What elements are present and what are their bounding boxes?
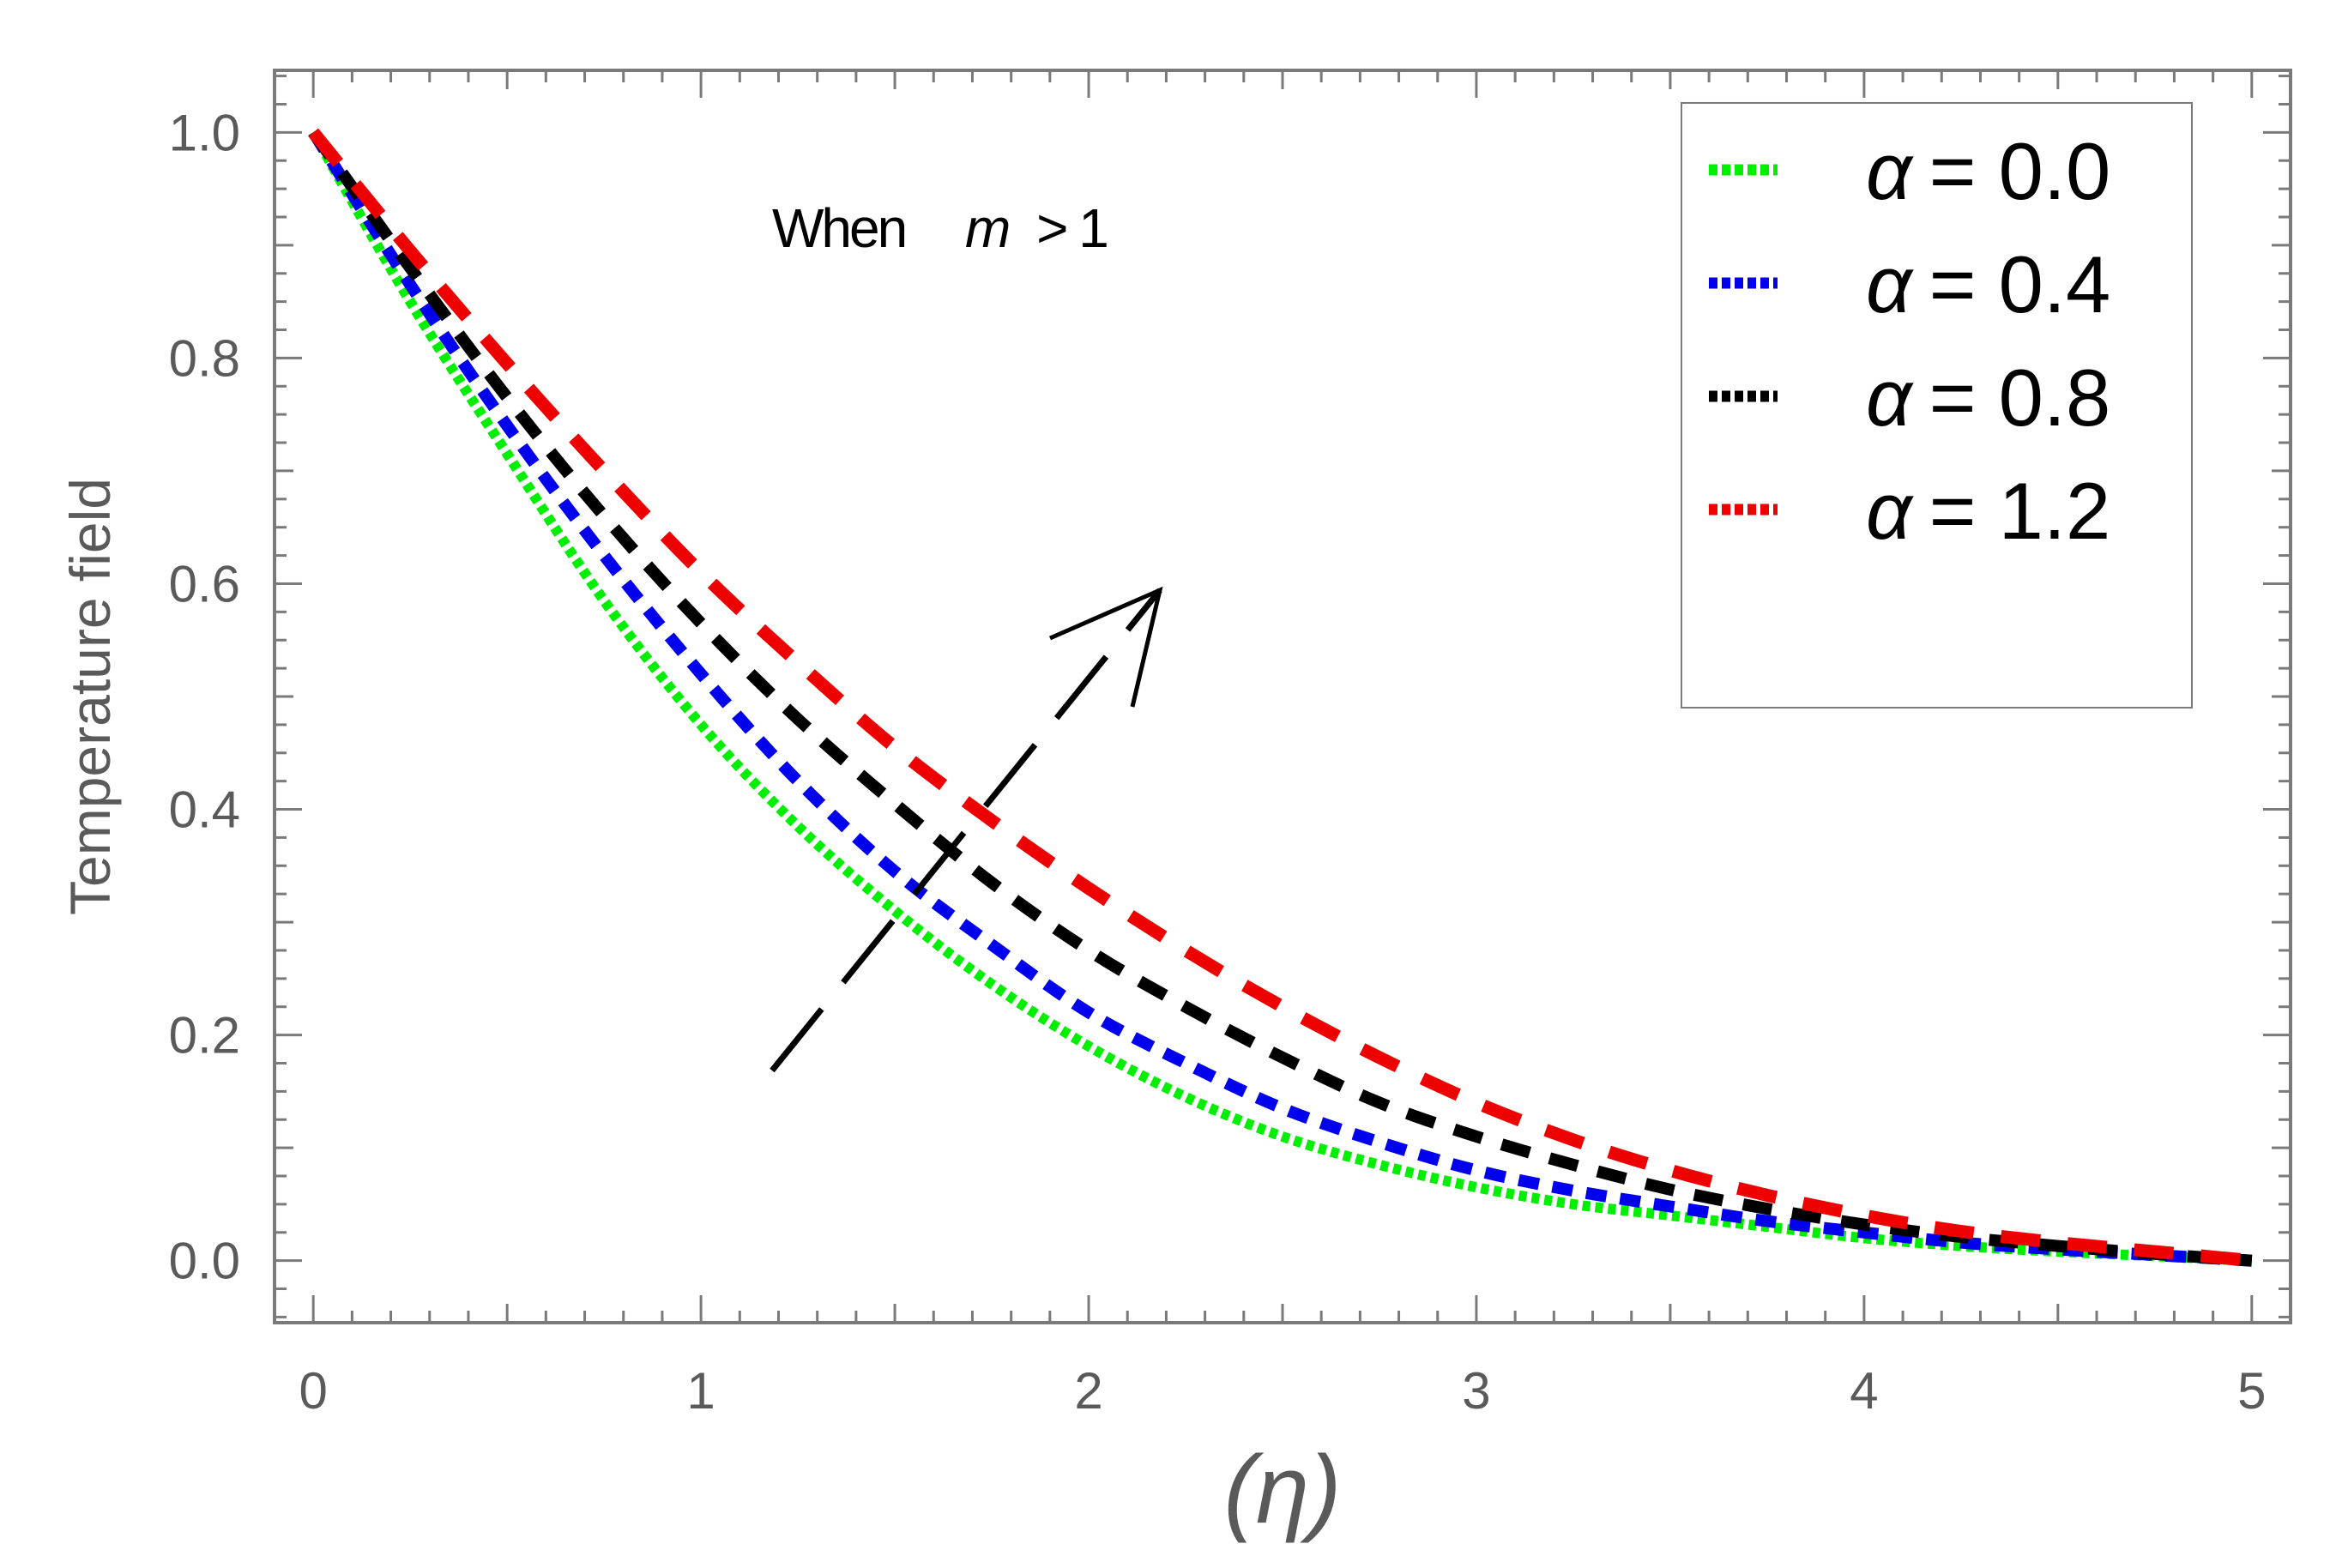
legend-label: α = 0.4 bbox=[1866, 239, 2110, 329]
legend-value: = 0.0 bbox=[1929, 126, 2111, 216]
axis-tick-labels: 0 1 2 3 4 5 0.0 0.2 0.4 0.6 0.8 1.0 bbox=[169, 104, 2267, 1420]
series-line bbox=[308, 128, 2253, 1268]
increase-arrow bbox=[770, 586, 1163, 1073]
legend-label: α = 1.2 bbox=[1866, 466, 2110, 556]
legend-symbol: α bbox=[1866, 466, 1914, 556]
x-tick-label: 2 bbox=[1074, 1362, 1102, 1420]
legend: α = 0.0α = 0.4α = 0.8α = 1.2 bbox=[1681, 102, 2193, 709]
series-line bbox=[308, 129, 2253, 1267]
legend-symbol: α bbox=[1866, 126, 1914, 216]
legend-value: = 0.8 bbox=[1929, 353, 2111, 443]
x-tick-label: 3 bbox=[1462, 1362, 1490, 1420]
arrow-head bbox=[1048, 586, 1163, 708]
y-tick-label: 0.4 bbox=[169, 781, 240, 839]
x-tick-label: 4 bbox=[1850, 1362, 1878, 1420]
series-line bbox=[308, 129, 2253, 1267]
legend-value: = 1.2 bbox=[1929, 466, 2111, 556]
legend-box bbox=[1681, 102, 2193, 709]
series-layer bbox=[308, 128, 2253, 1268]
legend-items: α = 0.0α = 0.4α = 0.8α = 1.2 bbox=[1709, 126, 2110, 556]
arrow-shaft bbox=[770, 588, 1162, 1073]
legend-label: α = 0.0 bbox=[1866, 126, 2110, 216]
x-axis-title: (η) bbox=[1224, 1436, 1342, 1543]
x-tick-label: 0 bbox=[299, 1362, 328, 1420]
x-tick-label: 1 bbox=[686, 1362, 715, 1420]
legend-symbol: α bbox=[1866, 353, 1914, 443]
annotation-suffix: > 1 bbox=[1036, 197, 1107, 259]
x-tick-label: 5 bbox=[2237, 1362, 2266, 1420]
axis-ticks bbox=[275, 70, 2291, 1323]
annotation-prefix: When bbox=[772, 197, 905, 259]
legend-value: = 0.4 bbox=[1929, 239, 2111, 329]
y-axis-title: Temperature field bbox=[58, 478, 122, 915]
annotation: When m > 1 bbox=[772, 197, 1107, 259]
annotation-variable: m bbox=[965, 197, 1009, 259]
legend-label: α = 0.8 bbox=[1866, 353, 2110, 443]
y-tick-label: 1.0 bbox=[169, 104, 240, 161]
legend-symbol: α bbox=[1866, 239, 1914, 329]
y-tick-label: 0.0 bbox=[169, 1233, 240, 1290]
y-tick-label: 0.2 bbox=[169, 1007, 240, 1064]
y-tick-label: 0.6 bbox=[169, 555, 240, 612]
y-tick-label: 0.8 bbox=[169, 329, 240, 387]
